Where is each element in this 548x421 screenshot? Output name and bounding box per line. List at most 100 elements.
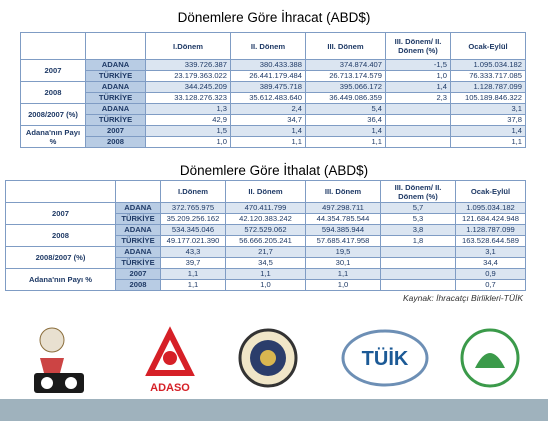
group-label: 2008/2007 (%): [20, 103, 86, 126]
value-cell: 372.765.975: [160, 202, 226, 214]
data-row: TÜRKİYE 23.179.363.022 26.441.179.484 26.71…: [21, 70, 526, 82]
value-cell: 2,3: [385, 92, 451, 104]
value-cell: 44.354.785.544: [305, 213, 381, 225]
corner-cell: [5, 180, 116, 203]
value-cell: 121.684.424.948: [455, 213, 526, 225]
value-cell: 3,1: [450, 103, 526, 115]
row-label: 2007: [115, 268, 161, 280]
empty-cell: [380, 257, 456, 269]
empty-cell: [380, 268, 456, 280]
value-cell: 163.528.644.589: [455, 235, 526, 247]
value-cell: 34,4: [455, 257, 526, 269]
data-row: TÜRKİYE 35.209.256.162 42.120.383.242 44.35…: [6, 213, 526, 225]
empty-cell: [385, 136, 451, 148]
logo-text: ADASO: [150, 382, 190, 394]
data-row: 2008 ADANA 344.245.209 389.475.718 395.066.1…: [20, 81, 526, 104]
row-label: TÜRKİYE: [85, 114, 146, 126]
value-cell: 35.209.256.162: [160, 213, 226, 225]
value-cell: 594.385.944: [305, 224, 381, 236]
header-row: I.Dönem II. Dönem III. Dönem III. Dönem/ II…: [5, 180, 526, 203]
empty-cell: [380, 246, 456, 258]
value-cell: 1,1: [305, 268, 381, 280]
column-header: Ocak-Eylül: [450, 32, 526, 60]
logo-seal: [238, 328, 298, 388]
empty-cell: [385, 114, 451, 126]
data-row: 2007 ADANA 339.726.387 380.433.388 374.874.4…: [20, 59, 526, 82]
value-cell: 389.475.718: [230, 81, 306, 93]
value-cell: 470.411.799: [225, 202, 306, 214]
row-label: ADANA: [85, 103, 146, 115]
empty-cell: [385, 103, 451, 115]
value-cell: 5,7: [380, 202, 456, 214]
value-cell: 42.120.383.242: [225, 213, 306, 225]
group-label: Adana'nın Payı %: [5, 268, 116, 291]
value-cell: 34,7: [230, 114, 306, 126]
value-cell: 497.298.711: [305, 202, 381, 214]
column-header: II. Dönem: [225, 180, 306, 203]
export-table: I.Dönem II. Dönem III. Dönem III. Dönem/ II…: [20, 32, 526, 148]
value-cell: 1.128.787.099: [455, 224, 526, 236]
data-row: Adana'nın Payı % 2007 1,5 1,4 1,4 1,4: [20, 125, 526, 148]
value-cell: 42,9: [145, 114, 231, 126]
group-label: 2007: [20, 59, 86, 82]
data-row: TÜRKİYE 42,9 34,7 36,4 37,8: [21, 114, 526, 126]
column-header: I.Dönem: [145, 32, 231, 60]
value-cell: 374.874.407: [305, 59, 386, 71]
value-cell: 105.189.846.322: [450, 92, 526, 104]
value-cell: 19,5: [305, 246, 381, 258]
value-cell: 26.713.174.579: [305, 70, 386, 82]
value-cell: 1,0: [305, 279, 381, 291]
value-cell: 39,7: [160, 257, 226, 269]
value-cell: 344.245.209: [145, 81, 231, 93]
value-cell: 572.529.062: [225, 224, 306, 236]
empty-cell: [380, 279, 456, 291]
source-note: Kaynak: İhracatçı Birlikleri-TÜİK: [403, 293, 523, 303]
row-label: 2007: [85, 125, 146, 137]
value-cell: 5,4: [305, 103, 386, 115]
corner-cell: [85, 32, 146, 60]
logos: ADASO TÜİK: [34, 326, 520, 394]
logo-tuik: TÜİK: [341, 329, 429, 387]
table-title: Dönemlere Göre İhracat (ABD$): [177, 10, 371, 25]
row-label: ADANA: [85, 59, 146, 71]
row-label: TÜRKİYE: [115, 235, 161, 247]
group-label: 2007: [5, 202, 116, 225]
value-cell: 1,1: [160, 279, 226, 291]
value-cell: 339.726.387: [145, 59, 231, 71]
value-cell: -1,5: [385, 59, 451, 71]
value-cell: 43,3: [160, 246, 226, 258]
data-row: 2007 ADANA 372.765.975 470.411.799 497.298.7…: [5, 202, 526, 225]
row-label: 2008: [85, 136, 146, 148]
value-cell: 33.128.276.323: [145, 92, 231, 104]
value-cell: 1.095.034.182: [450, 59, 526, 71]
value-cell: 36,4: [305, 114, 386, 126]
data-row: 2008 ADANA 534.345.046 572.529.062 594.385.9…: [5, 224, 526, 247]
logo-cotton: [34, 327, 84, 393]
value-cell: 1,0: [145, 136, 231, 148]
value-cell: 49.177.021.390: [160, 235, 226, 247]
value-cell: 395.066.172: [305, 81, 386, 93]
value-cell: 1,8: [380, 235, 456, 247]
footer-bar: [0, 399, 548, 421]
row-label: 2008: [115, 279, 161, 291]
value-cell: 35.612.483.640: [230, 92, 306, 104]
value-cell: 1,4: [385, 81, 451, 93]
column-header: I.Dönem: [160, 180, 226, 203]
row-label: ADANA: [85, 81, 146, 93]
table-title: Dönemlere Göre İthalat (ABD$): [179, 163, 369, 178]
value-cell: 1,1: [230, 136, 306, 148]
row-label: ADANA: [115, 224, 161, 236]
value-cell: 1,0: [225, 279, 306, 291]
data-row: 2008/2007 (%) ADANA 43,3 21,7 19,5 3,1: [5, 246, 526, 269]
group-label: 2008/2007 (%): [5, 246, 116, 269]
value-cell: 21,7: [225, 246, 306, 258]
column-header: III. Dönem/ II. Dönem (%): [380, 180, 456, 203]
corner-cell: [20, 32, 86, 60]
column-header: III. Dönem/ II. Dönem (%): [385, 32, 451, 60]
value-cell: 1,4: [230, 125, 306, 137]
data-row: TÜRKİYE 33.128.276.323 35.612.483.640 36.44…: [21, 92, 526, 104]
row-label: ADANA: [115, 246, 161, 258]
value-cell: 30,1: [305, 257, 381, 269]
value-cell: 380.433.388: [230, 59, 306, 71]
